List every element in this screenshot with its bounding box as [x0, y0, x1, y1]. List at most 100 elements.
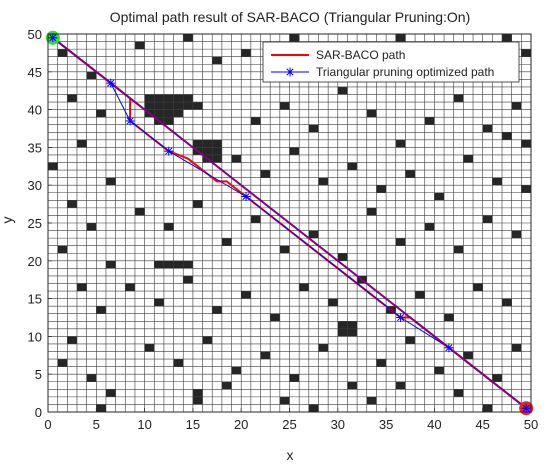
obstacle-cell — [154, 109, 164, 118]
obstacle-cell — [260, 351, 271, 360]
star-stroke — [242, 192, 250, 201]
obstacle-cell — [154, 102, 164, 110]
path-layer — [45, 30, 534, 416]
obstacle-cell — [260, 170, 271, 178]
obstacle-cell — [415, 291, 425, 299]
obstacle-cell — [366, 109, 377, 118]
obstacle-cell — [163, 260, 174, 269]
obstacle-cell — [299, 283, 309, 292]
pruning-waypoint-marker — [164, 146, 174, 156]
y-tick-label: 15 — [28, 292, 42, 307]
obstacle-cell — [105, 389, 116, 397]
obstacle-cell — [144, 343, 155, 352]
obstacle-cell — [473, 283, 483, 292]
obstacle-cell — [318, 343, 329, 352]
obstacle-cell — [76, 139, 87, 148]
obstacle-cell — [154, 260, 164, 269]
obstacle-cell — [231, 366, 242, 375]
obstacle-cell — [453, 389, 464, 397]
obstacle-cell — [289, 147, 300, 155]
obstacle-cell — [96, 109, 106, 118]
x-axis-label: x — [287, 447, 294, 463]
obstacle-cell — [308, 230, 319, 239]
obstacle-cell — [163, 109, 174, 118]
obstacle-cell — [424, 223, 435, 231]
obstacle-cell — [250, 215, 261, 223]
obstacle-cell — [279, 245, 290, 254]
obstacle-cell — [57, 245, 68, 254]
obstacle-cell — [511, 230, 522, 239]
y-tick-label: 35 — [28, 140, 42, 155]
obstacle-cell — [318, 177, 329, 186]
obstacle-cell — [67, 94, 77, 103]
legend: SAR-BACO path Triangular pruning optimiz… — [262, 41, 520, 83]
obstacle-cell — [347, 328, 358, 337]
x-tick-label: 40 — [427, 417, 441, 432]
obstacle-cell — [192, 389, 203, 397]
star-stroke — [396, 313, 405, 322]
y-axis-label: y — [0, 217, 15, 224]
obstacle-cell — [125, 283, 135, 292]
obstacle-cell — [395, 139, 406, 148]
obstacle-cell — [395, 34, 406, 42]
x-tick-label: 0 — [44, 417, 51, 432]
obstacle-cell — [57, 359, 68, 367]
obstacle-cell — [86, 71, 97, 80]
obstacle-cell — [424, 117, 435, 125]
pruning-waypoint-marker — [106, 78, 116, 88]
obstacle-cell — [511, 102, 522, 110]
obstacle-cell — [521, 185, 531, 193]
obstacle-cell — [134, 207, 145, 216]
obstacle-cell — [202, 139, 213, 148]
obstacle-cell — [86, 374, 97, 382]
obstacle-cell — [212, 56, 222, 65]
pruning-waypoint-marker — [396, 313, 406, 322]
obstacle-cell — [289, 374, 300, 382]
legend-box — [262, 41, 520, 83]
pruning-waypoint-marker — [241, 192, 251, 202]
x-axis: 0 5 10 15 20 25 30 35 40 45 50 — [44, 408, 538, 432]
obstacle-cell — [453, 245, 464, 254]
star-stroke — [445, 344, 453, 352]
obstacle-cell — [337, 328, 348, 337]
obstacle-cell — [492, 374, 503, 382]
obstacle-cell — [76, 283, 87, 292]
obstacle-cell — [492, 177, 503, 186]
obstacle-cell — [511, 343, 522, 352]
obstacle-cell — [67, 336, 77, 344]
obstacle-cell — [482, 124, 493, 133]
y-tick-label: 25 — [28, 216, 42, 231]
obstacle-cell — [250, 117, 261, 125]
x-tick-label: 25 — [282, 417, 296, 432]
legend-marker-star — [285, 67, 295, 77]
x-tick-label: 35 — [379, 417, 393, 432]
obstacle-cell — [337, 253, 348, 261]
obstacle-cell — [192, 200, 203, 208]
obstacle-cell — [337, 86, 348, 95]
obstacle-cell — [434, 366, 445, 375]
obstacle-cell — [308, 404, 319, 412]
legend-star-glyph — [285, 67, 295, 77]
obstacle-cell — [163, 223, 174, 231]
obstacle-cell — [183, 275, 193, 284]
obstacle-cell — [173, 102, 184, 110]
obstacle-cell — [308, 124, 319, 133]
obstacle-cell — [405, 336, 416, 344]
star-stroke — [522, 404, 530, 412]
obstacle-cell — [221, 238, 232, 246]
obstacle-cell — [502, 132, 512, 140]
pruning-waypoint-marker — [444, 343, 454, 353]
goal-waypoint-star — [521, 403, 531, 413]
obstacle-cell — [347, 321, 358, 329]
obstacle-cell — [154, 298, 164, 307]
star-stroke — [49, 34, 57, 42]
obstacle-cell — [183, 102, 193, 110]
obstacle-cell — [366, 207, 377, 216]
obstacle-cell — [241, 49, 251, 57]
obstacle-cell — [144, 102, 155, 110]
obstacle-cell — [405, 170, 416, 178]
obstacle-cell — [96, 404, 106, 412]
y-tick-label: 30 — [28, 178, 42, 193]
obstacle-cell — [231, 154, 242, 163]
obstacle-cell — [173, 359, 184, 367]
